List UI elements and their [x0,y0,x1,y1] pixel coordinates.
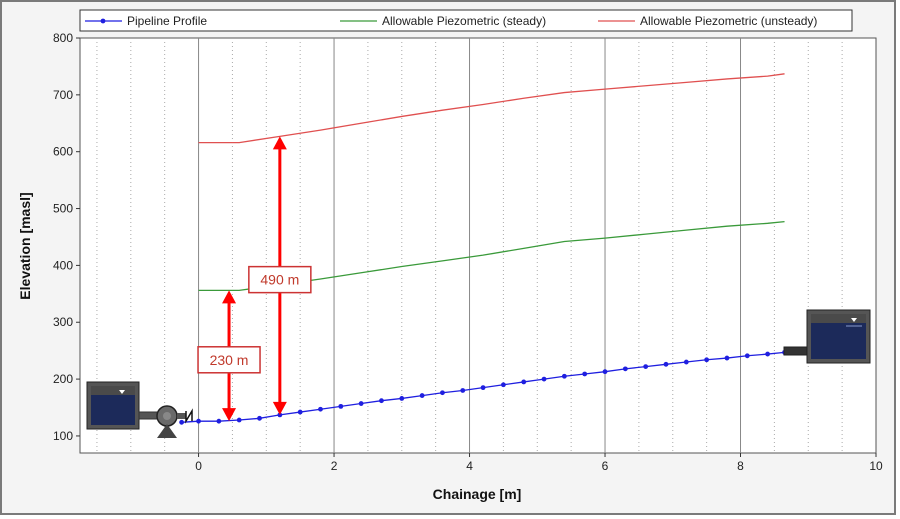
check-valve-icon [185,408,193,424]
plot-area [79,37,877,454]
data-point [724,355,730,361]
dimension-arrow-1: 490 m [248,136,312,415]
data-point [257,415,262,421]
dimension-arrow-0: 230 m [197,290,261,422]
equipment [86,309,871,438]
downstream-reservoir-icon [783,309,871,364]
data-point [216,418,222,424]
y-tick-label: 300 [53,315,73,329]
x-tick-label: 2 [331,459,338,473]
legend-label-1: Allowable Piezometric (steady) [382,14,546,28]
dimension-label: 230 m [210,352,249,368]
x-tick-label: 6 [602,459,609,473]
data-point [379,398,384,404]
arrow-head-up [222,290,237,304]
data-point [602,369,608,375]
upstream-reservoir-icon [86,381,140,430]
legend: Pipeline Profile Allowable Piezometric (s… [79,9,853,32]
data-point [440,390,445,396]
arrow-head-down [222,408,237,422]
data-point [358,401,364,406]
y-tick-label: 100 [53,429,73,443]
data-point [399,396,405,401]
y-tick-label: 500 [53,202,73,216]
data-point [765,351,771,357]
x-axis-title: Chainage [m] [433,486,522,502]
pump-icon [156,405,186,438]
data-point [622,366,628,372]
y-axis-title: Elevation [masl] [17,192,33,299]
dimension-label: 490 m [260,272,299,288]
data-point [460,388,466,393]
data-point [643,364,649,369]
data-point [683,359,689,365]
y-tick-label: 200 [53,372,73,386]
data-point [582,371,588,377]
grid [96,38,843,453]
data-point [541,376,547,382]
annotations: 230 m 490 m [197,136,312,422]
data-point [196,418,201,424]
legend-label-2: Allowable Piezometric (unsteady) [640,14,817,28]
x-tick-label: 10 [869,459,883,473]
data-point [338,403,344,409]
series-line-2 [198,73,785,144]
legend-marker [100,18,106,24]
data-point [744,353,750,359]
data-point [419,393,425,398]
data-point [179,419,185,425]
data-point [480,385,486,391]
data-point [501,382,506,388]
data-point [704,357,710,363]
legend-label-0: Pipeline Profile [127,14,207,28]
x-tick-label: 4 [466,459,473,473]
data-point [521,379,527,385]
x-axis: 0 2 4 6 8 10 [195,453,883,473]
data-point [561,373,567,379]
y-axis: 100 200 300 400 500 600 700 800 [53,31,80,443]
data-point [297,409,303,415]
data-point [318,406,323,412]
x-tick-label: 8 [737,459,744,473]
arrow-head-down [272,401,287,415]
arrow-head-up [272,136,287,150]
y-tick-label: 400 [53,258,73,272]
x-tick-label: 0 [195,459,202,473]
pipe-stub-icon [138,411,160,420]
y-tick-label: 800 [53,31,73,45]
data-point [663,361,669,367]
y-tick-label: 700 [53,88,73,102]
data-point [236,417,242,423]
dimension-label-box [248,265,312,294]
y-tick-label: 600 [53,145,73,159]
dimension-label-box [197,346,261,374]
